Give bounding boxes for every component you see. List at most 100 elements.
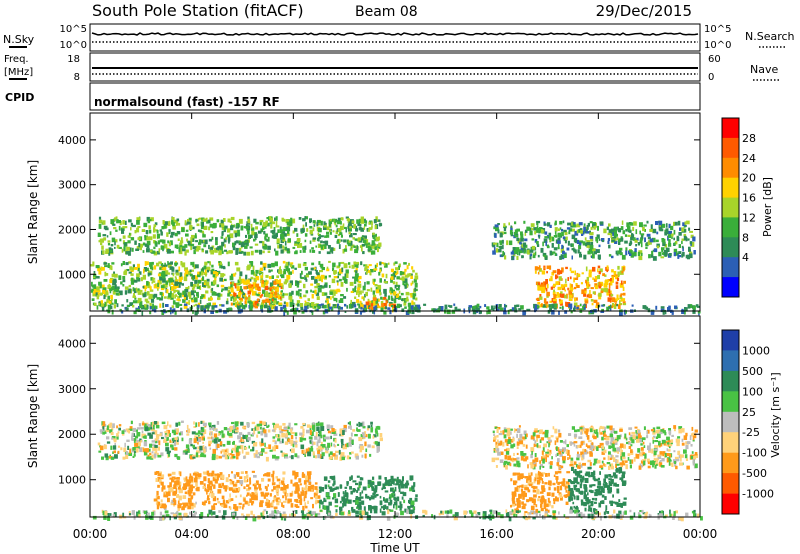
power-cell-5-124 bbox=[559, 299, 563, 304]
power-cell-1-381 bbox=[332, 262, 336, 268]
power-cell-0-177 bbox=[118, 225, 121, 231]
velocity-cell-3-267 bbox=[616, 459, 619, 464]
power-cell-1-791 bbox=[331, 278, 336, 284]
power-cell-4-17 bbox=[683, 233, 687, 237]
velocity-cell-3-398 bbox=[638, 465, 642, 470]
power-cell-4-500 bbox=[545, 241, 547, 246]
velocity-cell-1-204 bbox=[223, 485, 228, 490]
velocity-cell-1-375 bbox=[202, 486, 205, 489]
velocity-cell-3-86 bbox=[609, 441, 613, 445]
power-cell-6-228 bbox=[454, 306, 458, 312]
velocity-cell-0-649 bbox=[236, 427, 239, 430]
power-cell-1-879 bbox=[280, 290, 283, 293]
velocity-cell-0-391 bbox=[329, 451, 333, 455]
power-cell-4-373 bbox=[564, 232, 568, 236]
velocity-cell-1-133 bbox=[302, 505, 305, 511]
velocity-cell-0-236 bbox=[174, 441, 177, 447]
power-cell-1-252 bbox=[403, 278, 408, 283]
power-cell-1-121 bbox=[315, 277, 317, 281]
power-cell-0-218 bbox=[221, 241, 225, 247]
power-cell-1-885 bbox=[273, 287, 277, 291]
power-cell-1-428 bbox=[143, 285, 148, 289]
velocity-cell-0-31 bbox=[334, 444, 337, 448]
power-cell-4-442 bbox=[499, 246, 503, 250]
power-cell-1-965 bbox=[390, 276, 394, 280]
power-cell-6-103 bbox=[468, 305, 472, 308]
velocity-cell-0-282 bbox=[308, 436, 313, 440]
velocity-cell-2-230 bbox=[324, 477, 328, 480]
velocity-cell-1-269 bbox=[161, 504, 166, 509]
power-cell-1-1019 bbox=[245, 304, 248, 308]
power-cell-0-614 bbox=[316, 221, 319, 227]
velocity-cell-3-186 bbox=[495, 441, 498, 446]
velocity-cell-0-429 bbox=[106, 425, 109, 431]
power-cell-5-242 bbox=[560, 270, 563, 274]
power-cell-0-339 bbox=[237, 229, 240, 234]
velocity-cell-1-380 bbox=[185, 485, 188, 490]
power-cell-0-635 bbox=[142, 250, 145, 253]
velocity-cell-3-450 bbox=[668, 458, 672, 462]
velocity-cell-0-118 bbox=[186, 449, 190, 453]
power-cell-0-701 bbox=[167, 240, 170, 244]
velocity-cell-0-60 bbox=[320, 455, 324, 459]
power-cell-1-865 bbox=[379, 278, 382, 283]
power-cell-1-210 bbox=[185, 295, 188, 301]
power-cell-1-413 bbox=[207, 261, 210, 264]
velocity-cell-2-135 bbox=[399, 482, 403, 486]
power-cell-0-68 bbox=[223, 218, 226, 222]
power-cell-4-420 bbox=[662, 252, 665, 255]
velocity-cell-3-45 bbox=[676, 439, 680, 443]
power-cell-5-236 bbox=[569, 283, 572, 287]
velocity-cell-0-590 bbox=[256, 426, 260, 431]
power-cell-4-201 bbox=[606, 226, 609, 231]
power-cell-0-573 bbox=[215, 237, 218, 241]
power-cell-1-771 bbox=[288, 296, 293, 300]
velocity-cell-2-51 bbox=[328, 501, 332, 506]
velocity-cell-0-563 bbox=[315, 422, 320, 427]
velocity-cell-0-16 bbox=[109, 454, 111, 457]
power-cell-6-162 bbox=[453, 303, 456, 306]
power-cell-4-135 bbox=[617, 250, 622, 254]
velocity-cell-0-657 bbox=[240, 421, 244, 426]
power-cell-5-233 bbox=[597, 268, 599, 273]
velocity-cell-0-164 bbox=[157, 434, 162, 437]
velocity-cell-0-392 bbox=[312, 441, 316, 445]
power-cell-1-779 bbox=[137, 291, 142, 295]
velocity-cell-3-35 bbox=[539, 439, 542, 443]
velocity-cell-3-248 bbox=[619, 429, 623, 432]
velocity-cell-3-302 bbox=[661, 439, 666, 445]
velocity-cell-3-122 bbox=[534, 444, 539, 447]
power-cell-1-795 bbox=[410, 275, 413, 279]
power-cell-1-348 bbox=[338, 299, 341, 303]
velocity-cell-0-160 bbox=[365, 448, 368, 453]
power-cell-0-487 bbox=[159, 239, 164, 243]
velocity-cell-1-229 bbox=[178, 471, 181, 475]
power-cell-4-513 bbox=[678, 232, 682, 236]
velocity-cell-0-300 bbox=[165, 447, 170, 452]
power-cell-1-950 bbox=[284, 279, 288, 283]
velocity-cell-3-409 bbox=[640, 447, 644, 451]
power-cell-4-16 bbox=[546, 244, 549, 247]
power-cell-0-28 bbox=[197, 229, 201, 232]
velocity-cell-3-487 bbox=[575, 464, 578, 468]
power-cell-1-61 bbox=[110, 302, 114, 305]
power-cell-1-147 bbox=[91, 281, 93, 287]
velocity-cell-0-484 bbox=[212, 448, 216, 454]
power-cell-5-101 bbox=[619, 294, 623, 297]
power-cell-1-1027 bbox=[151, 281, 154, 284]
velocity-cell-1-254 bbox=[246, 488, 250, 492]
velocity-cell-1-55 bbox=[272, 477, 275, 482]
power-cell-0-393 bbox=[296, 238, 301, 242]
power-cell-1-850 bbox=[180, 261, 183, 266]
power-cell-2-72 bbox=[265, 282, 268, 286]
power-cell-5-244 bbox=[586, 276, 589, 282]
velocity-cell-0-499 bbox=[361, 421, 365, 427]
power-cell-5-58 bbox=[558, 270, 562, 274]
velocity-cell-1-239 bbox=[195, 482, 198, 487]
velocity-cell-3-250 bbox=[500, 430, 503, 433]
velocity-cell-3-92 bbox=[647, 465, 651, 469]
power-cell-0-518 bbox=[367, 248, 371, 252]
power-cell-0-503 bbox=[220, 236, 224, 239]
power-cell-4-412 bbox=[641, 252, 643, 256]
power-cell-0-343 bbox=[107, 240, 111, 243]
